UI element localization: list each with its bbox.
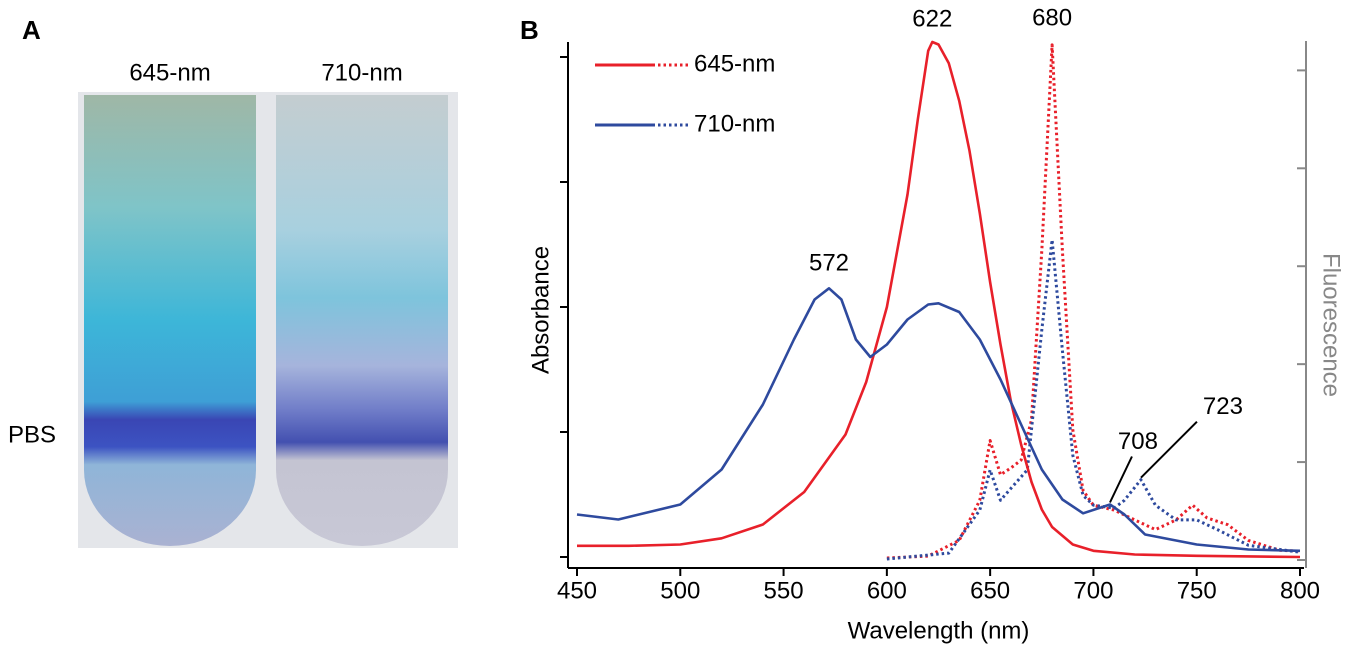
tube [276,95,448,546]
peak-label: 708 [1118,428,1158,455]
x-tick-label: 650 [970,577,1010,604]
y2-axis-label: Fluorescence [1318,253,1345,397]
panel-label: B [520,15,539,45]
x-tick-label: 600 [867,577,907,604]
peak-label: 622 [912,5,952,32]
peak-label: 572 [809,250,849,277]
tube-label: 710-nm [321,59,402,86]
legend-label: 710-nm [694,110,775,137]
absorbance-line [576,287,1301,553]
x-tick-label: 450 [557,577,597,604]
chart: B 450 500 550 600 650 700 750 800 Wavelength (nm)… [520,4,1345,644]
leader-line [1140,420,1198,479]
y-axis-label: Absorbance [527,246,554,374]
band-label: PBS [8,421,56,448]
fluorescence-line [886,43,1301,560]
x-tick-label: 750 [1177,577,1217,604]
peak-label: 723 [1203,393,1243,420]
peak-label: 680 [1032,4,1072,31]
leader-line [1109,456,1133,503]
tube-label: 645-nm [129,59,210,86]
x-axis-label: Wavelength (nm) [848,617,1030,644]
legend-label: 645-nm [694,50,775,77]
x-tick-label: 700 [1073,577,1113,604]
x-tick-label: 800 [1280,577,1320,604]
panel-label: A [22,15,41,45]
tube [84,95,256,546]
x-tick-label: 500 [660,577,700,604]
fluorescence-line [886,238,1301,561]
x-tick-label: 550 [764,577,804,604]
absorbance-line [577,40,1301,559]
